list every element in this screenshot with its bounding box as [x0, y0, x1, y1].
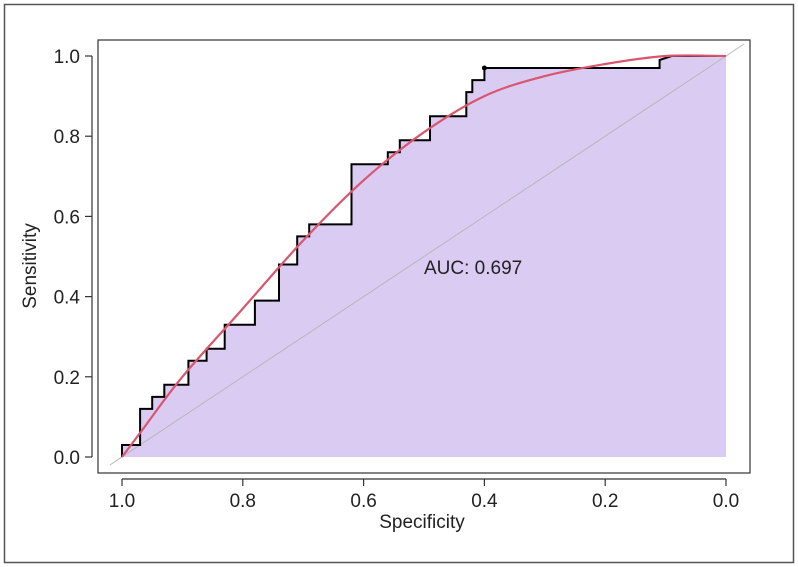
y-tick-label: 0.2 [54, 368, 80, 389]
plot-border [97, 39, 751, 474]
x-tick-label: 0.4 [471, 491, 498, 512]
empirical-roc-line [121, 55, 726, 457]
x-tick-label: 0.6 [350, 491, 376, 512]
x-tick-label: 0.0 [713, 491, 739, 512]
y-axis-title: Sensitivity [20, 223, 41, 309]
axes: 1.0 0.8 0.6 0.4 0.2 0.0 0.0 0.2 0.4 0.6 0.8 1.0 [54, 39, 751, 512]
y-tick-label: 1.0 [54, 47, 80, 68]
annotation-auc: AUC: 0.697 [424, 258, 522, 279]
y-tick-label: 0.0 [54, 448, 80, 469]
y-tick-label: 0.6 [54, 207, 80, 228]
y-tick-label: 0.8 [54, 127, 80, 148]
x-tick-label: 1.0 [109, 491, 135, 512]
plot-area [109, 43, 745, 466]
smoothed-roc-curve [121, 54, 727, 458]
x-tick-label: 0.2 [592, 491, 618, 512]
x-tick-label: 0.8 [230, 491, 256, 512]
y-tick-label: 0.4 [54, 288, 81, 309]
x-axis-title: Specificity [379, 512, 465, 533]
roc-point [481, 65, 487, 71]
